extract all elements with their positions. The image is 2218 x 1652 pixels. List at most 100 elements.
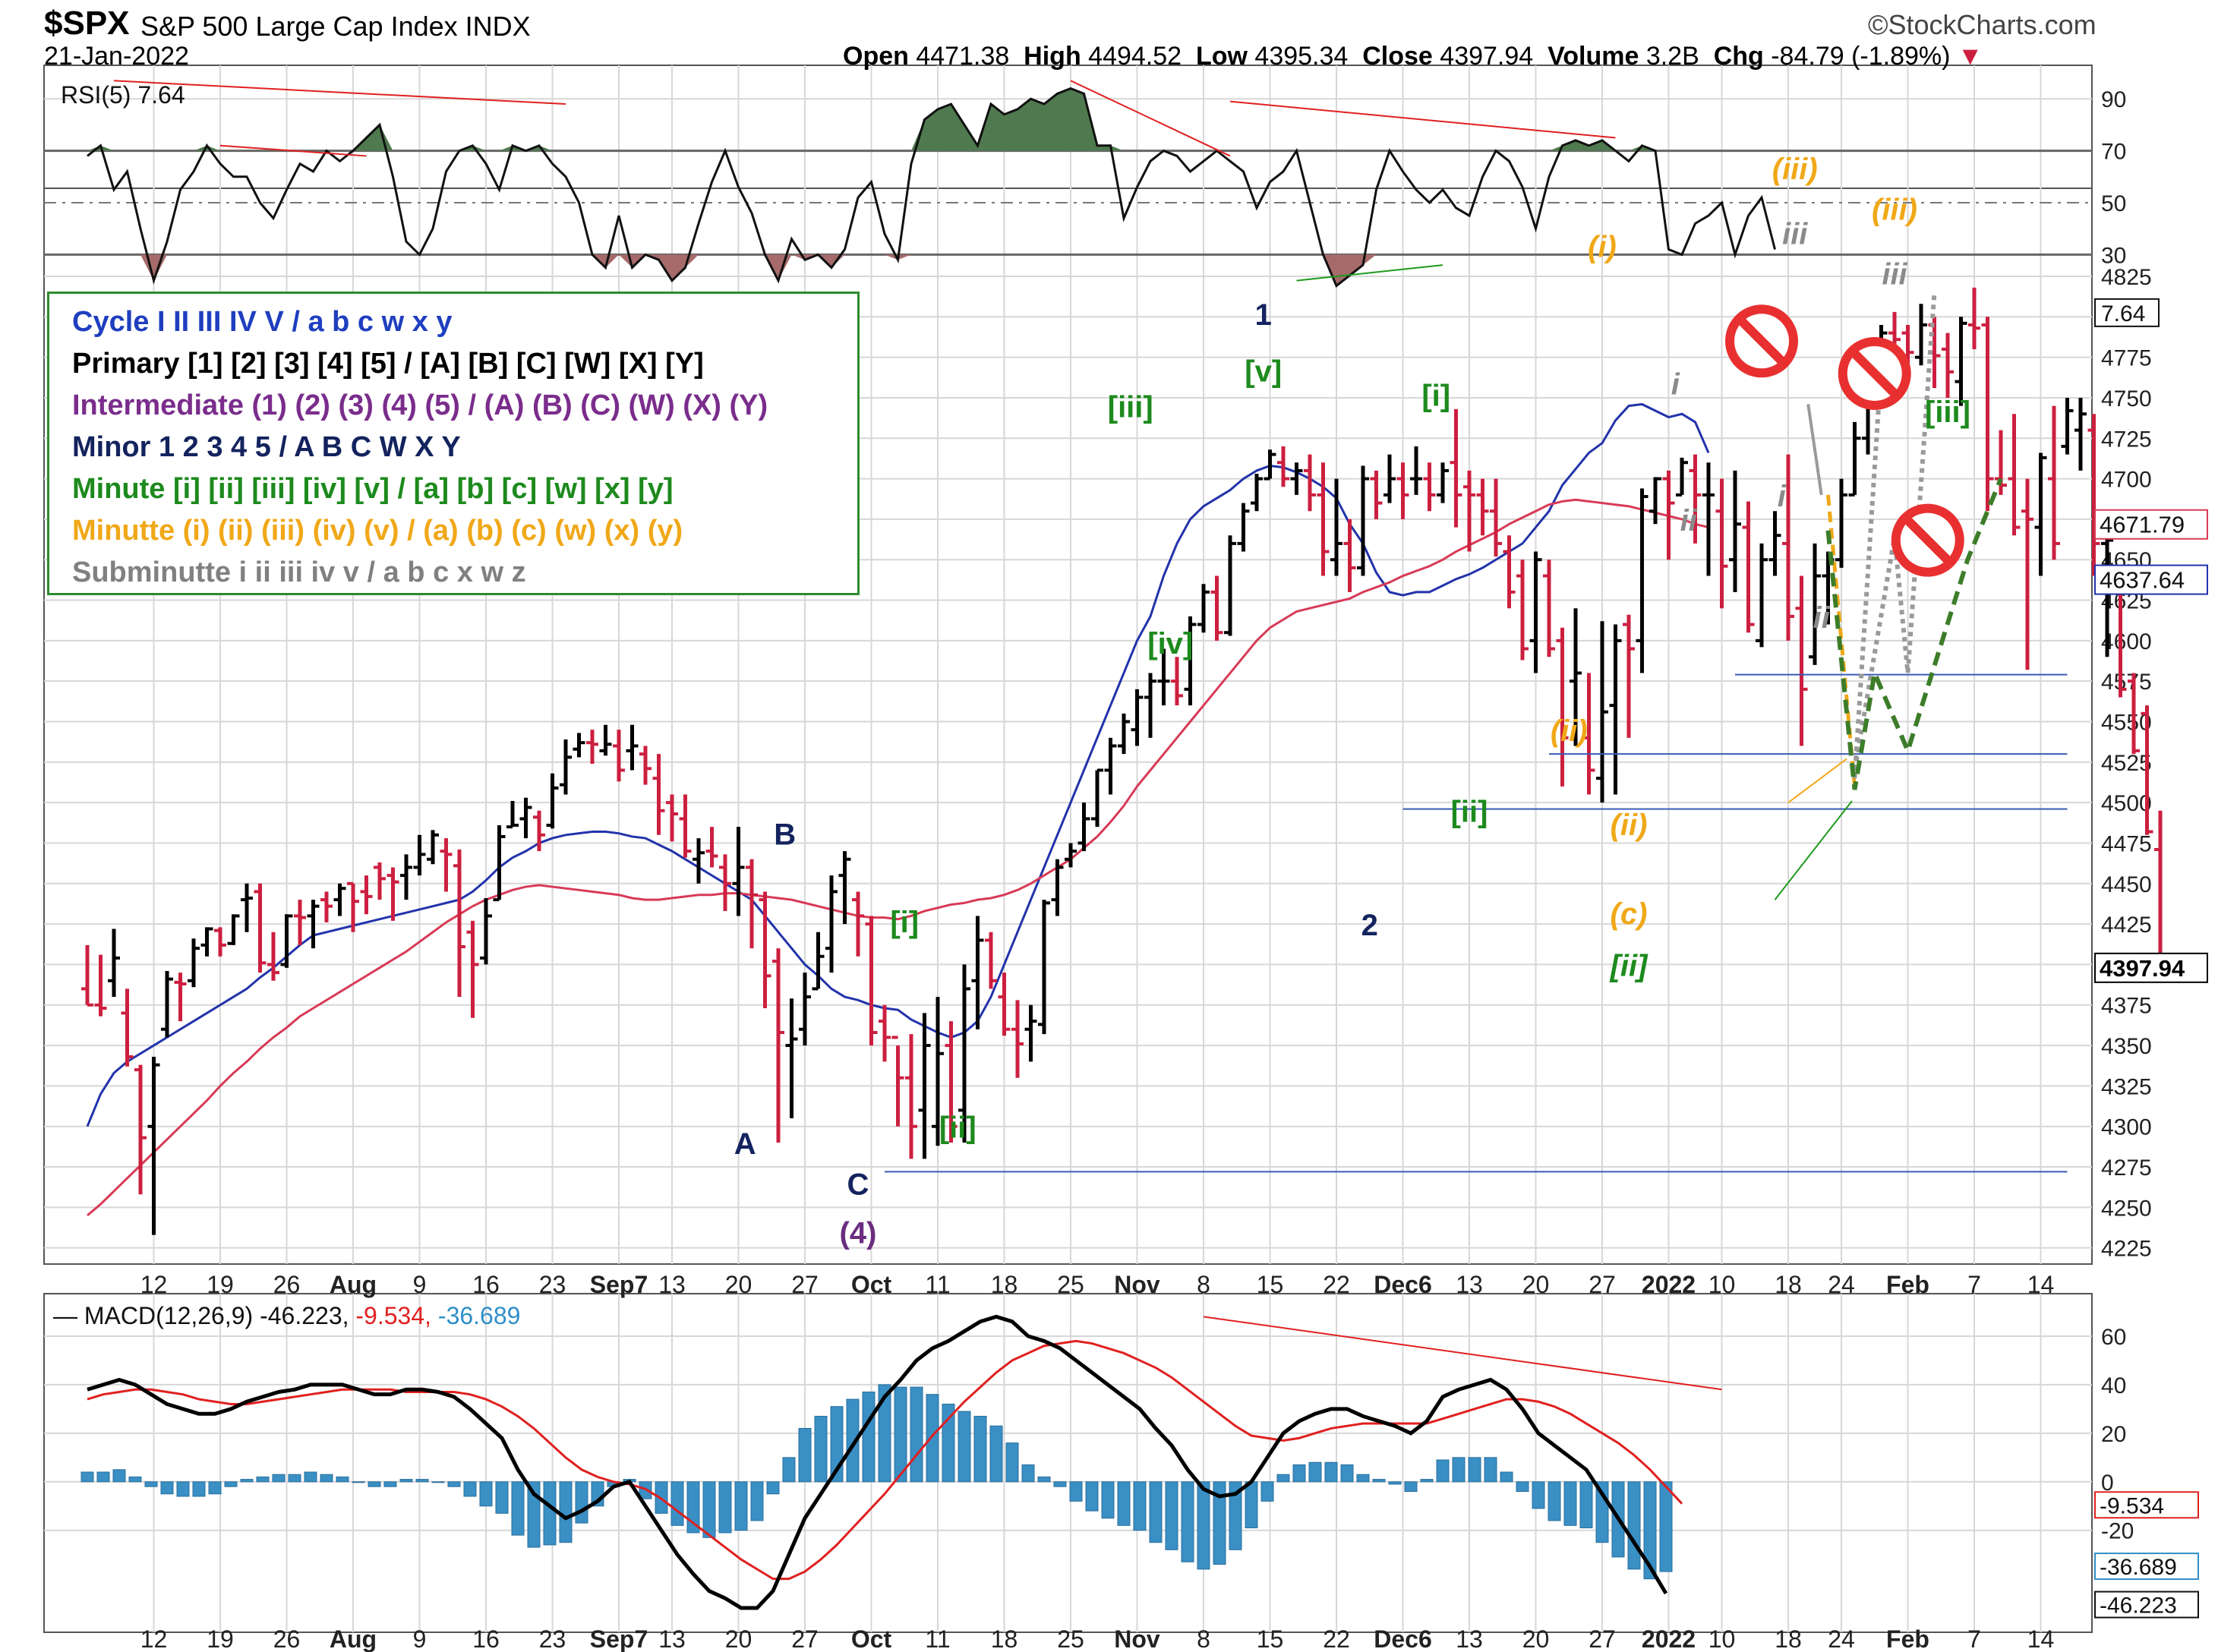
x-tick-label: 27 xyxy=(791,1271,819,1298)
ohlc-bar xyxy=(360,875,373,915)
ohlc-bar xyxy=(1955,317,1967,406)
ohlc-bar xyxy=(1582,673,1595,795)
ohlc-bar xyxy=(108,928,120,998)
ohlc-bar xyxy=(1742,501,1755,633)
wave-legend: Cycle I II III IV V / a b c w x y Primar… xyxy=(47,292,860,595)
macd-histogram-bar xyxy=(1260,1481,1274,1502)
ohlc-bar xyxy=(958,964,970,1143)
ohlc-bar xyxy=(294,900,306,945)
macd-histogram-bar xyxy=(224,1481,238,1487)
macd-value-tag xyxy=(2094,1491,2199,1519)
ohlc-bar xyxy=(519,797,532,839)
wave-label: iii xyxy=(1882,258,1907,292)
wave-label: (ii) xyxy=(1611,809,1648,842)
prohibited-icon xyxy=(1891,503,1964,577)
ohlc-bar xyxy=(1570,608,1582,746)
macd-histogram-bar xyxy=(415,1479,429,1483)
macd-line xyxy=(87,1314,1668,1610)
macd-histogram-bar xyxy=(1085,1481,1099,1512)
ohlc-bar xyxy=(453,849,465,998)
ohlc-bar xyxy=(1715,478,1728,609)
x-tick-label-bottom: 13 xyxy=(1456,1625,1483,1652)
ohlc-bar xyxy=(1317,462,1330,576)
macd-histogram-bar xyxy=(256,1476,270,1483)
x-tick-label-bottom: 23 xyxy=(539,1625,566,1652)
rsi-tick-label: 90 xyxy=(2101,87,2126,112)
prohibited-icon xyxy=(1725,304,1798,378)
price-tag xyxy=(2094,509,2208,540)
macd-histogram-bar xyxy=(1005,1442,1019,1483)
ohlc-bar xyxy=(626,724,639,771)
macd-histogram-bar xyxy=(144,1481,158,1487)
macd-histogram-bar xyxy=(1627,1481,1641,1570)
orange-ray xyxy=(1787,758,1847,803)
macd-histogram-bar xyxy=(240,1479,254,1483)
x-tick-label-bottom: Sep7 xyxy=(590,1625,648,1652)
wave-label: 2 xyxy=(1361,909,1378,942)
rsi-oversold-fill xyxy=(1349,254,1363,276)
ohlc-bar xyxy=(971,916,984,1029)
rsi-overbought-fill xyxy=(1018,99,1031,151)
wave-label: B xyxy=(774,818,796,852)
ohlc-bar xyxy=(466,920,479,1018)
ohlc-bar xyxy=(1676,457,1688,497)
change-value: -84.79 (-1.89%) xyxy=(1771,42,1951,71)
macd-histogram-bar xyxy=(1468,1457,1481,1483)
ohlc-bar xyxy=(586,730,598,764)
y-tick-label: 4375 xyxy=(2101,994,2152,1019)
rsi-overbought-fill xyxy=(1589,140,1602,151)
ohlc-bar xyxy=(2074,397,2087,471)
ohlc-bar xyxy=(666,794,678,842)
chart-date: 21-Jan-2022 xyxy=(44,42,189,71)
y-tick-label: 4525 xyxy=(2101,751,2152,776)
wave-label: iii xyxy=(1782,217,1808,251)
x-tick-label-bottom: 25 xyxy=(1057,1625,1084,1652)
ohlc-bar xyxy=(174,973,187,1022)
x-tick-label: 12 xyxy=(140,1271,168,1298)
macd-tick-label: 60 xyxy=(2101,1325,2126,1350)
ohlc-bar xyxy=(1942,333,1954,398)
macd-histogram-bar xyxy=(1117,1481,1131,1526)
macd-histogram-bar xyxy=(495,1481,509,1514)
orange-projection xyxy=(1826,494,1857,787)
macd-histogram-bar xyxy=(192,1481,206,1497)
ohlc-bar xyxy=(200,927,213,957)
rsi-oversold-fill xyxy=(1363,254,1377,266)
macd-histogram-bar xyxy=(559,1481,573,1543)
ohlc-bar xyxy=(1024,1004,1037,1062)
macd-histogram-bar xyxy=(1229,1481,1242,1550)
macd-tick-label: 40 xyxy=(2101,1373,2126,1398)
x-tick-label-bottom: 27 xyxy=(791,1625,819,1652)
price-tag-label: 4637.64 xyxy=(2100,567,2185,594)
ohlc-bar xyxy=(746,859,758,949)
x-tick-label-bottom: 20 xyxy=(725,1625,752,1652)
x-tick-label: Oct xyxy=(851,1271,892,1298)
macd-histogram-bar xyxy=(878,1384,891,1483)
x-tick-label: 9 xyxy=(413,1271,427,1298)
ohlc-bar xyxy=(1543,560,1555,657)
macd-histogram-bar xyxy=(1069,1481,1083,1502)
ohlc-bar xyxy=(386,867,399,921)
prohibited-icon xyxy=(1838,336,1911,410)
macd-value-tag xyxy=(2094,1553,2199,1581)
x-tick-label-bottom: 18 xyxy=(1775,1625,1802,1652)
rsi-trendline xyxy=(1070,80,1231,157)
macd-histogram-bar xyxy=(1324,1461,1338,1483)
x-tick-label: 15 xyxy=(1257,1271,1284,1298)
ohlc-bar xyxy=(121,988,134,1067)
ohlc-bar xyxy=(1490,478,1502,556)
wave-label: A xyxy=(734,1127,756,1161)
macd-histogram-bar xyxy=(926,1394,939,1483)
x-tick-label: 24 xyxy=(1828,1271,1855,1298)
ohlc-bar xyxy=(1251,474,1263,512)
rsi-overbought-fill xyxy=(1110,145,1124,151)
ohlc-bar xyxy=(1729,470,1741,592)
ohlc-bar xyxy=(493,825,506,902)
x-tick-label: 27 xyxy=(1589,1271,1616,1298)
ohlc-bar xyxy=(599,724,612,756)
ohlc-bar xyxy=(374,862,386,900)
rsi-overbought-fill xyxy=(499,145,513,151)
wave-label: ii xyxy=(1680,504,1698,538)
rsi-oversold-fill xyxy=(898,254,911,260)
macd-histogram-bar xyxy=(1452,1457,1466,1483)
